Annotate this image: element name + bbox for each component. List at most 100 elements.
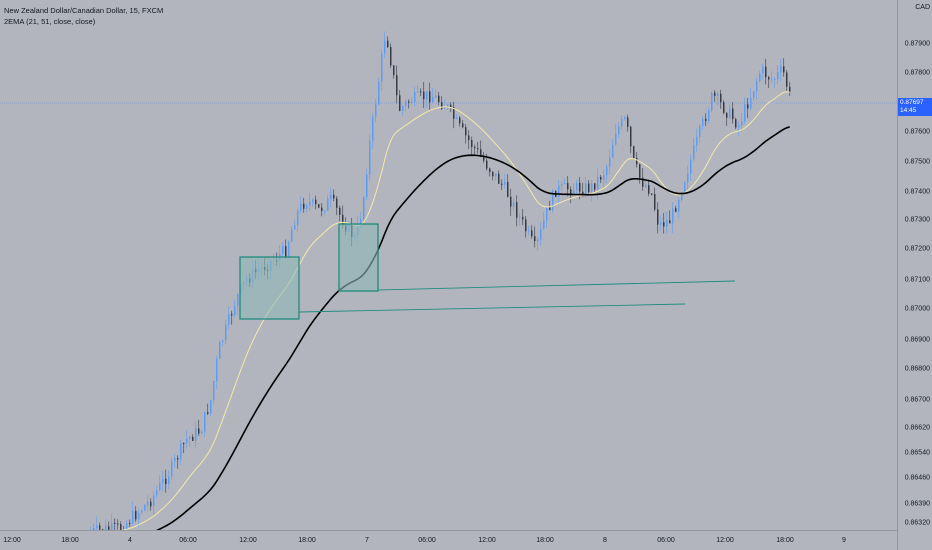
candle-down xyxy=(657,209,659,225)
candle-down xyxy=(492,171,494,177)
candle-up xyxy=(300,203,302,211)
candle-down xyxy=(516,202,518,218)
candle-down xyxy=(705,118,707,122)
candle-down xyxy=(636,157,638,165)
candle-down xyxy=(735,119,737,128)
price-tick-label: 0.86390 xyxy=(904,500,930,508)
candle-up xyxy=(294,224,296,230)
candle-down xyxy=(732,108,734,120)
time-tick-label: 18:00 xyxy=(776,537,794,544)
candle-up xyxy=(381,53,383,82)
candle-down xyxy=(108,526,110,530)
price-tick-label: 0.87300 xyxy=(904,216,930,224)
candle-up xyxy=(618,126,620,135)
candle-up xyxy=(777,72,779,79)
candle-up xyxy=(546,207,548,221)
time-tick-label: 18:00 xyxy=(61,537,79,544)
candle-up xyxy=(444,106,446,109)
candle-up xyxy=(360,219,362,226)
candle-down xyxy=(420,91,422,93)
indicator-title[interactable]: 2EMA (21, 51, close, close) xyxy=(4,17,96,26)
candle-down xyxy=(393,65,395,76)
candle-up xyxy=(495,173,497,177)
candle-up xyxy=(189,436,191,439)
candle-down xyxy=(474,147,476,149)
candle-up xyxy=(699,126,701,137)
symbol-title[interactable]: New Zealand Dollar/Canadian Dollar, 15, … xyxy=(4,6,164,15)
candle-down xyxy=(567,183,569,190)
chart-legend: New Zealand Dollar/Canadian Dollar, 15, … xyxy=(4,5,163,27)
candle-up xyxy=(156,490,158,496)
candle-up xyxy=(435,95,437,98)
candle-up xyxy=(162,478,164,483)
price-chart-canvas[interactable] xyxy=(0,0,897,530)
candle-up xyxy=(168,476,170,485)
price-tick-label: 0.87000 xyxy=(904,305,930,313)
candle-down xyxy=(342,214,344,226)
candle-up xyxy=(174,458,176,462)
candle-up xyxy=(621,119,623,127)
candle-down xyxy=(549,207,551,211)
candle-up xyxy=(708,110,710,122)
candle-down xyxy=(498,173,500,184)
candle-down xyxy=(387,40,389,48)
candle-down xyxy=(333,194,335,199)
bar-countdown: 14:45 xyxy=(900,107,917,114)
candle-up xyxy=(576,182,578,191)
time-tick-label: 06:00 xyxy=(657,537,675,544)
candle-up xyxy=(660,222,662,225)
candle-down xyxy=(507,181,509,197)
candle-down xyxy=(408,101,410,103)
candle-up xyxy=(771,79,773,81)
candle-down xyxy=(117,523,119,525)
candle-down xyxy=(285,246,287,257)
candle-up xyxy=(426,91,428,100)
candle-up xyxy=(678,200,680,212)
candle-up xyxy=(171,461,173,477)
candle-up xyxy=(141,510,143,513)
candle-up xyxy=(585,183,587,195)
candle-up xyxy=(711,92,713,111)
last-price-value: 0.87697 xyxy=(900,99,924,106)
candle-down xyxy=(600,177,602,180)
candle-up xyxy=(309,201,311,206)
time-axis[interactable]: 12:00 18:00 4 06:00 12:00 18:00 7 06:00 12:00 18:… xyxy=(0,530,897,550)
candle-down xyxy=(483,156,485,161)
candle-up xyxy=(744,104,746,122)
candle-up xyxy=(561,183,563,186)
price-tick-label: 0.87100 xyxy=(904,276,930,284)
candle-down xyxy=(99,525,101,530)
time-tick-label: 7 xyxy=(365,537,369,544)
candle-up xyxy=(219,342,221,359)
candle-up xyxy=(540,228,542,240)
price-tick-label: 0.87900 xyxy=(904,40,930,48)
candle-down xyxy=(714,92,716,96)
time-tick-label: 12:00 xyxy=(478,537,496,544)
candle-down xyxy=(570,189,572,195)
candle-up xyxy=(504,181,506,185)
candle-up xyxy=(693,145,695,160)
candle-down xyxy=(651,193,653,195)
candle-down xyxy=(465,127,467,136)
candle-down xyxy=(399,95,401,111)
candle-down xyxy=(390,47,392,66)
candle-up xyxy=(306,205,308,209)
time-tick-label: 8 xyxy=(603,537,607,544)
candle-down xyxy=(120,524,122,530)
candle-down xyxy=(318,204,320,208)
candle-up xyxy=(606,166,608,176)
price-tick-label: 0.86800 xyxy=(904,365,930,373)
candle-up xyxy=(753,91,755,98)
candle-down xyxy=(438,95,440,103)
price-axis[interactable]: CAD 0.87900 0.87800 0.87600 0.87500 0.87400 0… xyxy=(897,0,932,550)
candle-up xyxy=(213,381,215,400)
candle-up xyxy=(447,104,449,107)
time-tick-label: 06:00 xyxy=(179,537,197,544)
candle-down xyxy=(654,194,656,210)
candle-up xyxy=(690,159,692,174)
candle-up xyxy=(210,399,212,414)
candle-up xyxy=(369,140,371,175)
candle-up xyxy=(312,199,314,202)
candle-down xyxy=(183,443,185,445)
